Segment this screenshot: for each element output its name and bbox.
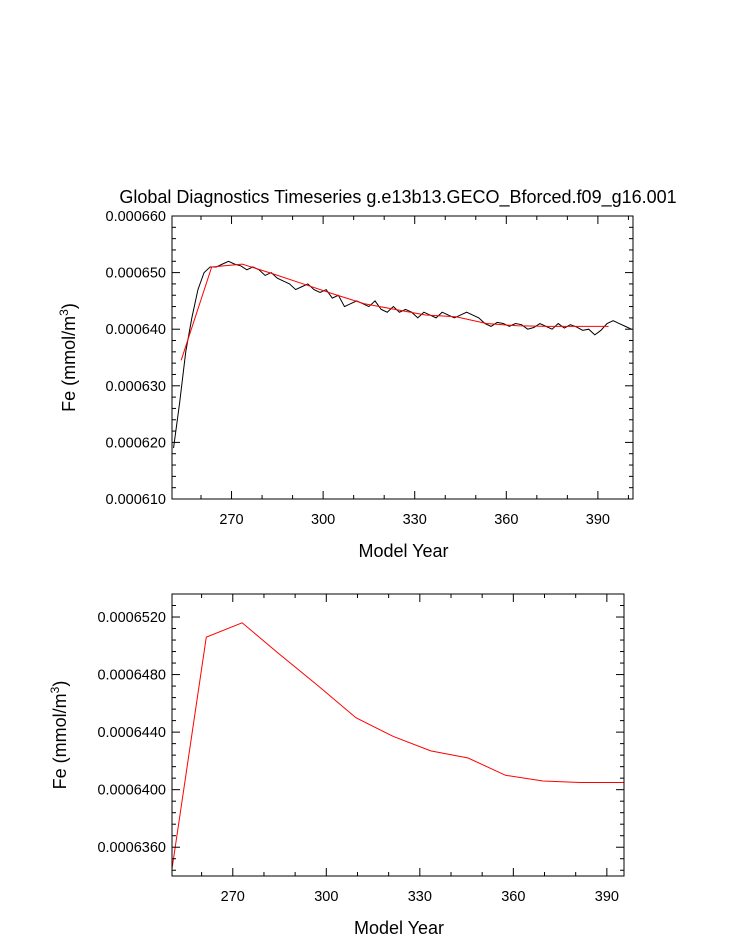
- bottom-y-tick-label: 0.0006440: [97, 725, 166, 741]
- top-y-axis-label-sup: 3: [57, 309, 71, 316]
- bottom-y-axis-label-main: Fe (mmol/m: [50, 693, 70, 789]
- top-y-tick-label: 0.000660: [106, 209, 166, 225]
- bottom-x-axis-label: Model Year: [354, 918, 444, 938]
- top-x-axis-label: Model Year: [358, 541, 448, 561]
- top-y-tick-label: 0.000620: [106, 435, 166, 451]
- bottom-y-tick-label: 0.0006360: [97, 840, 166, 856]
- bottom-x-tick-label: 330: [408, 889, 432, 905]
- bottom-y-tick-label: 0.0006520: [97, 610, 166, 626]
- top-x-tick-label: 360: [494, 512, 518, 528]
- bottom-y-axis-label-close: ): [50, 681, 70, 687]
- bottom-mean-plot: 270 300 330 360 390 0.0006360 0.0006400 0.00064…: [48, 593, 625, 938]
- bottom-y-axis-label-sup: 3: [48, 686, 62, 693]
- bottom-x-tick-label: 360: [501, 889, 525, 905]
- top-y-tick-label: 0.000630: [106, 379, 166, 395]
- bottom-x-tick-label: 300: [314, 889, 338, 905]
- bottom-plot-frame: [171, 593, 625, 877]
- bottom-series-10-year-mean-line: [171, 622, 624, 869]
- top-y-axis-label-close: ): [59, 303, 79, 309]
- bottom-y-tick-label: 0.0006480: [97, 668, 166, 684]
- top-chart-title: Global Diagnostics Timeseries g.e13b13.G…: [119, 187, 676, 208]
- top-y-tick-label: 0.000610: [106, 492, 166, 508]
- top-series-annual-line: [173, 260, 632, 449]
- top-x-tick-label: 270: [219, 512, 243, 528]
- top-x-tick-label: 330: [403, 512, 427, 528]
- bottom-x-tick-label: 390: [595, 889, 619, 905]
- top-y-tick-label: 0.000650: [106, 266, 166, 282]
- top-x-tick-label: 300: [311, 512, 335, 528]
- top-timeseries-plot: Global Diagnostics Timeseries g.e13b13.G…: [57, 187, 677, 561]
- bottom-y-tick-label: 0.0006400: [97, 783, 166, 799]
- top-plot-frame: [171, 215, 634, 500]
- bottom-y-axis-label: Fe (mmol/m3): [48, 681, 70, 790]
- top-y-tick-label: 0.000640: [106, 322, 166, 338]
- top-series-10-year-mean-line: [180, 263, 609, 361]
- top-x-tick-label: 390: [586, 512, 610, 528]
- top-y-axis-label: Fe (mmol/m3): [57, 303, 79, 412]
- bottom-x-tick-label: 270: [221, 889, 245, 905]
- top-y-axis-label-main: Fe (mmol/m: [59, 316, 79, 412]
